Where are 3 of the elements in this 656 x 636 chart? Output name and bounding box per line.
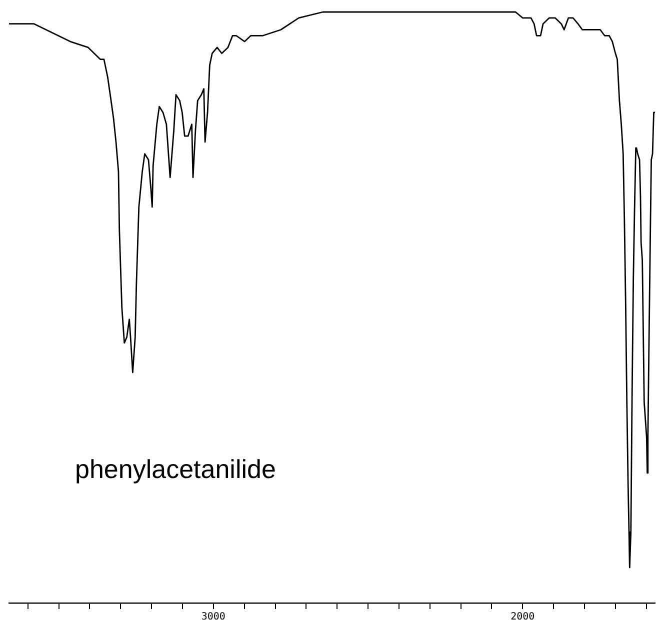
annotation: phenylacetanilide xyxy=(75,454,276,484)
x-tick-label: 2000 xyxy=(510,612,535,623)
x-tick-label: 3000 xyxy=(201,612,226,623)
